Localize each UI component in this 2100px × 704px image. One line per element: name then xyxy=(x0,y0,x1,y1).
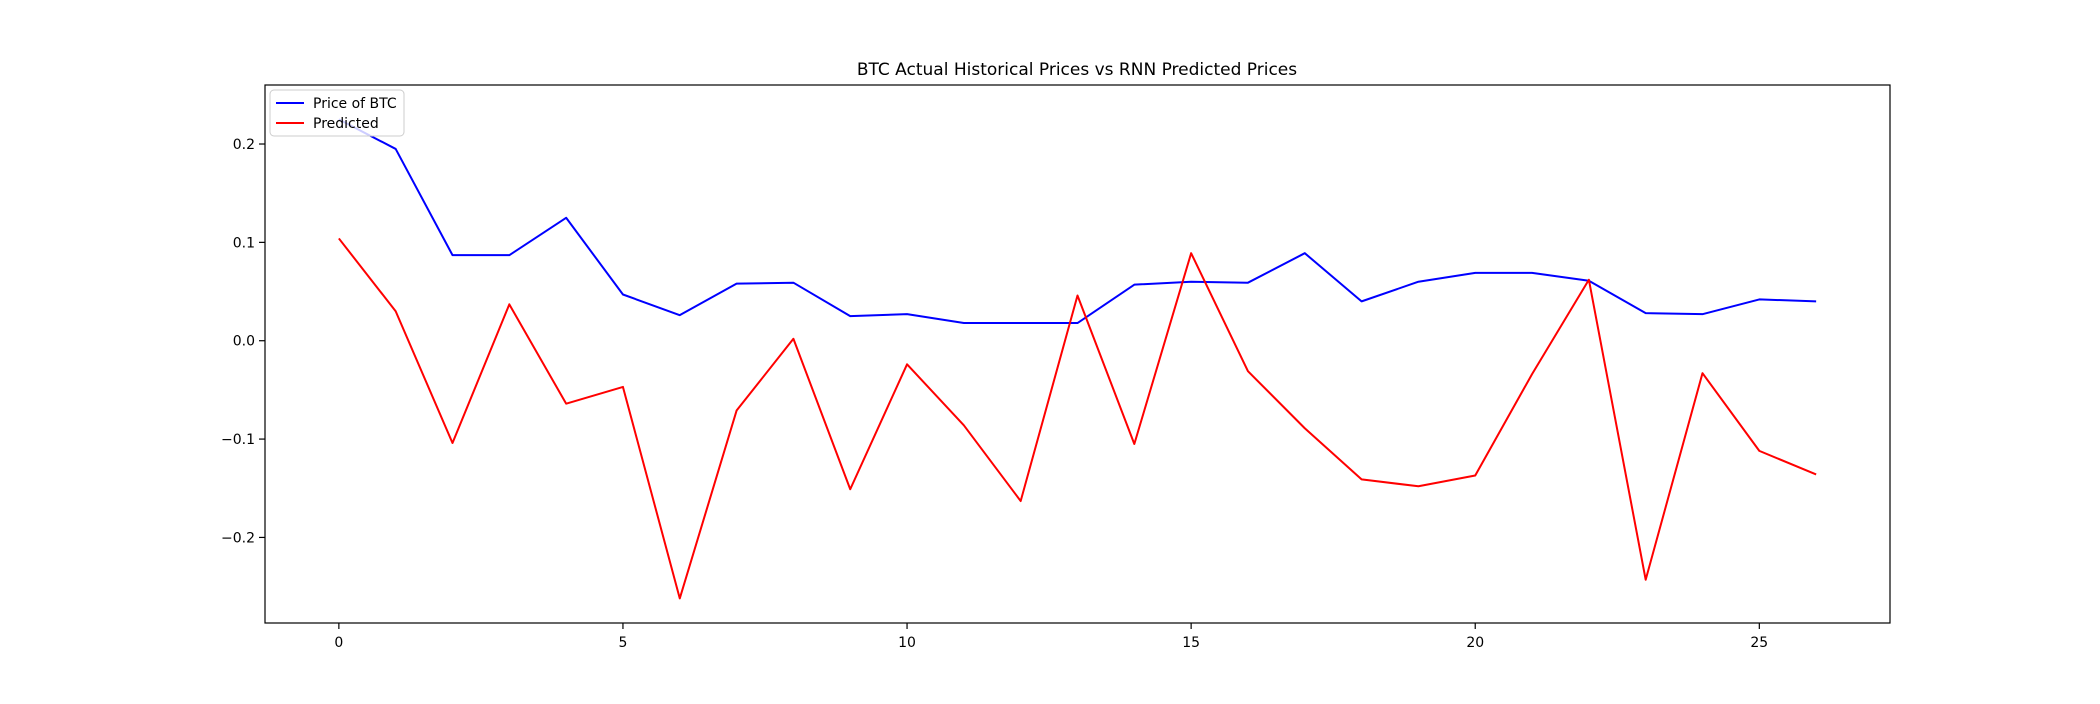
series-layer xyxy=(338,118,1817,600)
legend: Price of BTC Predicted xyxy=(269,89,405,137)
legend-label-price-of-btc: Price of BTC xyxy=(313,96,397,112)
y-axis: −0.2 −0.1 0.0 0.1 0.2 xyxy=(221,137,265,546)
x-tick-label: 15 xyxy=(1182,635,1200,651)
y-tick-label: 0.2 xyxy=(233,137,255,153)
y-tick-label: 0.0 xyxy=(233,334,255,350)
x-tick-label: 5 xyxy=(618,635,627,651)
x-tick-label: 10 xyxy=(898,635,916,651)
plot-frame xyxy=(264,84,1891,624)
series-line-predicted xyxy=(338,237,1817,600)
legend-label-predicted: Predicted xyxy=(313,116,379,132)
series-line-price-of-btc xyxy=(338,118,1817,325)
legend-box xyxy=(269,89,405,137)
y-tick-label: 0.1 xyxy=(233,235,255,251)
y-tick-label: −0.2 xyxy=(221,530,255,546)
y-tick-label: −0.1 xyxy=(221,432,255,448)
x-axis: 0 5 10 15 20 25 xyxy=(334,623,1768,651)
x-tick-label: 20 xyxy=(1466,635,1484,651)
chart-title: BTC Actual Historical Prices vs RNN Pred… xyxy=(857,60,1297,80)
x-tick-label: 25 xyxy=(1750,635,1768,651)
x-tick-label: 0 xyxy=(334,635,343,651)
